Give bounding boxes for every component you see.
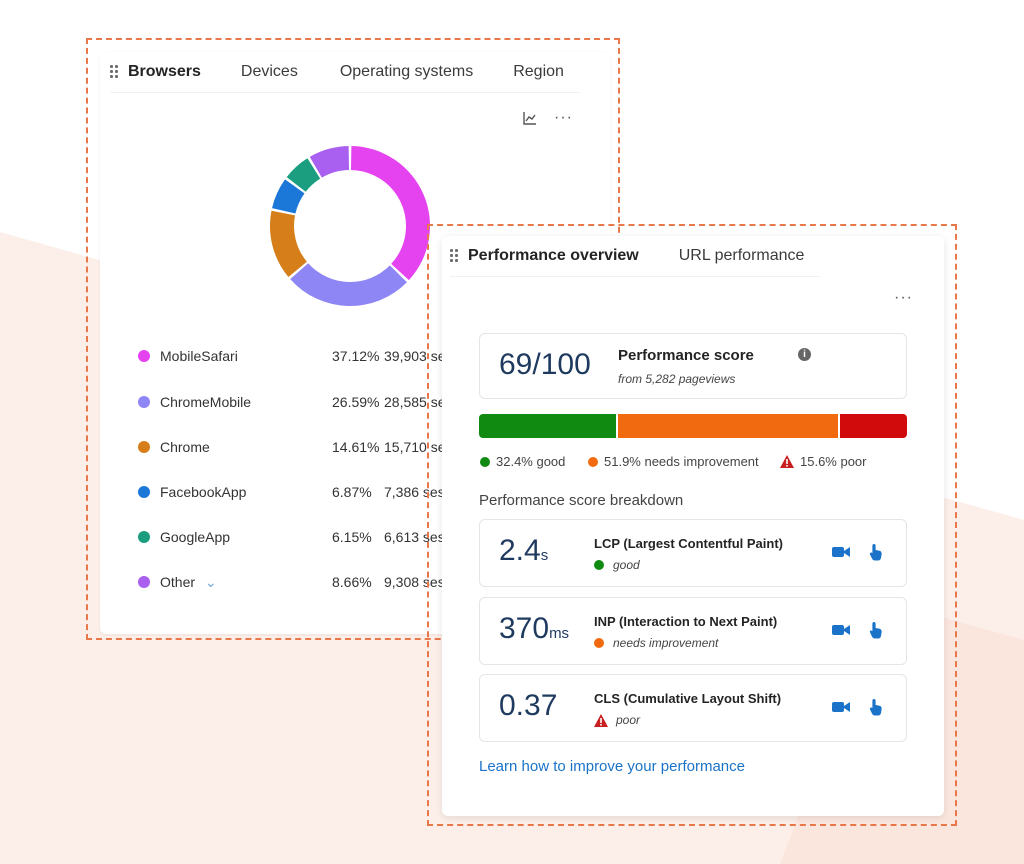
- metric-status-label: needs improvement: [613, 636, 719, 650]
- tab-operating-systems-label: Operating systems: [339, 63, 474, 80]
- status-dot: [480, 456, 490, 467]
- video-camera-icon[interactable]: [831, 697, 851, 717]
- drag-handle-icon[interactable]: [110, 65, 120, 79]
- legend-color-dot: [138, 441, 150, 453]
- legend-color-dot: [138, 486, 150, 498]
- tab-devices[interactable]: Devices: [241, 63, 298, 81]
- donut-slice-googleapp[interactable]: [286, 158, 321, 192]
- performance-score-box: 69/100 Performance score i from 5,282 pa…: [479, 333, 907, 399]
- legend-percentage: 8.66%: [332, 574, 372, 590]
- distribution-segment-1: [617, 414, 839, 438]
- performance-tab-bar: Performance overview URL performance: [450, 236, 820, 277]
- status-dot: [588, 456, 598, 467]
- legend-percentage: 37.12%: [332, 348, 380, 364]
- metric-card-lcp: 2.4s LCP (Largest Contentful Paint) good: [479, 519, 907, 587]
- info-icon[interactable]: i: [798, 348, 811, 361]
- metric-card-cls: 0.37 CLS (Cumulative Layout Shift) poor: [479, 674, 907, 742]
- legend-item-googleapp[interactable]: GoogleApp 6.15% 6,613 sessions: [138, 527, 578, 547]
- performance-score-value: 69/100: [499, 348, 591, 381]
- tab-region[interactable]: Region: [513, 63, 564, 81]
- legend-label: MobileSafari: [160, 348, 238, 364]
- metric-unit: s: [540, 547, 549, 564]
- performance-score-title: Performance score: [618, 347, 754, 364]
- video-camera-icon[interactable]: [831, 620, 851, 640]
- tap-hand-icon[interactable]: [866, 620, 886, 640]
- legend-percentage: 6.15%: [332, 529, 372, 545]
- tap-hand-icon[interactable]: [866, 697, 886, 717]
- donut-slice-mobilesafari[interactable]: [350, 146, 430, 281]
- performance-score-subtitle: from 5,282 pageviews: [618, 372, 736, 386]
- video-camera-icon[interactable]: [831, 542, 851, 562]
- tab-url-performance-label: URL performance: [678, 247, 805, 264]
- legend-color-dot: [138, 396, 150, 408]
- metric-value: 0.37: [499, 689, 558, 722]
- performance-card: Performance overview URL performance ···…: [442, 236, 944, 816]
- legend-color-dot: [138, 531, 150, 543]
- tab-performance-overview-label: Performance overview: [468, 247, 639, 264]
- metric-title: LCP (Largest Contentful Paint): [594, 536, 783, 551]
- legend-percentage: 14.61%: [332, 439, 380, 455]
- distribution-segment-0: [479, 414, 616, 438]
- donut-slice-chrome[interactable]: [270, 210, 307, 278]
- metric-status: good: [594, 558, 640, 572]
- distribution-label: 51.9% needs improvement: [604, 454, 759, 469]
- metric-value: 370ms: [499, 612, 570, 645]
- warning-icon: [594, 713, 608, 727]
- metric-status: poor: [594, 713, 640, 727]
- learn-improve-link[interactable]: Learn how to improve your performance: [479, 758, 745, 775]
- legend-color-dot: [138, 576, 150, 588]
- legend-label: ChromeMobile: [160, 394, 252, 410]
- browsers-tab-bar: Browsers Devices Operating systems Regio…: [110, 52, 580, 93]
- tab-browsers-label: Browsers: [128, 63, 201, 80]
- more-options-icon[interactable]: ···: [554, 109, 573, 126]
- distribution-legend-item: 15.6% poor: [780, 454, 867, 469]
- distribution-legend-item: 32.4% good: [480, 454, 565, 469]
- metric-card-inp: 370ms INP (Interaction to Next Paint) need…: [479, 597, 907, 665]
- highlight-frame-performance: [427, 224, 957, 826]
- tab-performance-overview[interactable]: Performance overview: [450, 247, 639, 265]
- more-options-icon[interactable]: ···: [894, 289, 913, 306]
- metric-title: CLS (Cumulative Layout Shift): [594, 691, 782, 706]
- tab-devices-label: Devices: [240, 63, 298, 80]
- legend-percentage: 6.87%: [332, 484, 372, 500]
- tab-operating-systems[interactable]: Operating systems: [340, 63, 473, 81]
- warning-icon: [780, 455, 794, 468]
- tap-hand-icon[interactable]: [866, 542, 886, 562]
- donut-slice-chromemobile[interactable]: [290, 263, 407, 306]
- legend-label: FacebookApp: [160, 484, 247, 500]
- legend-color-dot: [138, 350, 150, 362]
- legend-label: Other ⌄: [160, 573, 217, 590]
- metric-status: needs improvement: [594, 636, 718, 650]
- legend-label: GoogleApp: [160, 529, 231, 545]
- breakdown-title: Performance score breakdown: [479, 492, 684, 509]
- distribution-label: 15.6% poor: [800, 454, 867, 469]
- legend-label: Chrome: [160, 439, 210, 455]
- chevron-down-icon[interactable]: ⌄: [201, 573, 217, 590]
- metric-unit: ms: [549, 625, 570, 642]
- donut-slice-facebookapp[interactable]: [272, 179, 305, 214]
- metric-title: INP (Interaction to Next Paint): [594, 614, 778, 629]
- drag-handle-icon[interactable]: [450, 249, 460, 263]
- tab-url-performance[interactable]: URL performance: [679, 247, 805, 265]
- distribution-label: 32.4% good: [496, 454, 566, 469]
- distribution-segment-2: [840, 414, 907, 438]
- browser-donut-chart: [270, 146, 430, 306]
- status-dot: [594, 560, 604, 570]
- status-dot: [594, 638, 604, 648]
- line-chart-icon[interactable]: [522, 110, 538, 126]
- donut-slice-other[interactable]: [309, 146, 350, 178]
- tab-region-label: Region: [513, 63, 564, 80]
- tab-browsers[interactable]: Browsers: [110, 63, 201, 81]
- distribution-legend-item: 51.9% needs improvement: [588, 454, 759, 469]
- legend-percentage: 26.59%: [332, 394, 380, 410]
- metric-status-label: poor: [616, 713, 641, 727]
- metric-value: 2.4s: [499, 534, 549, 567]
- metric-status-label: good: [613, 558, 640, 572]
